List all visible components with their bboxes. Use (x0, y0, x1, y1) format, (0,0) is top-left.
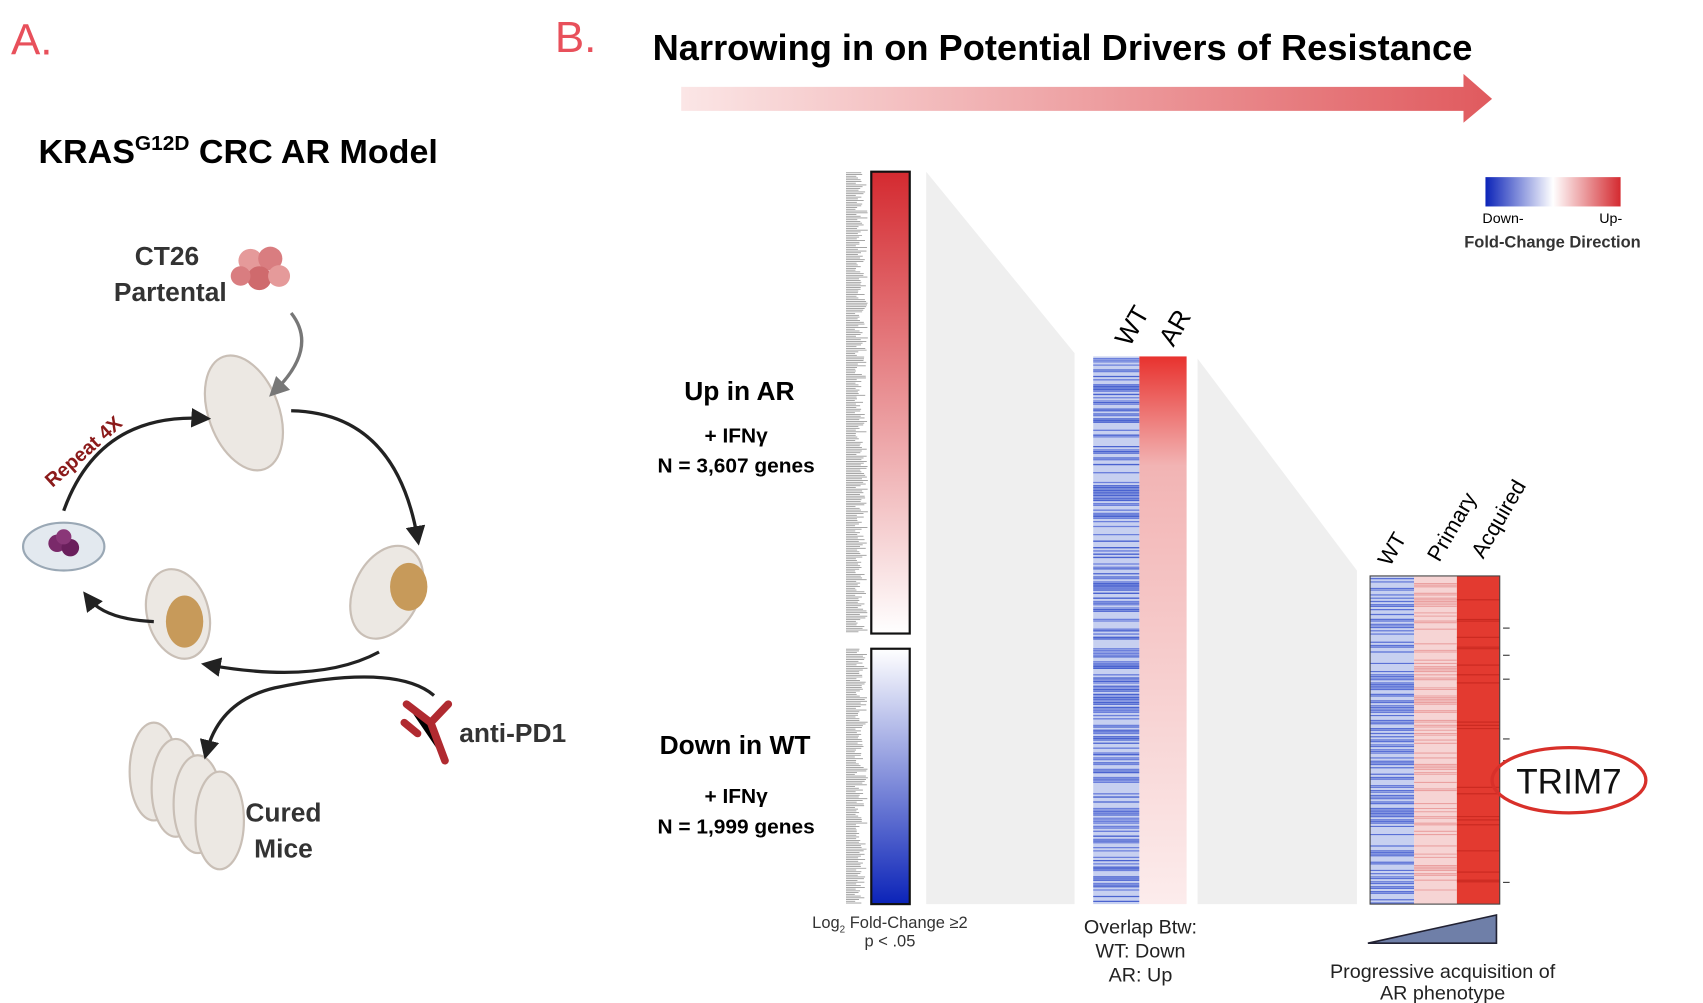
cycle-arrows (62, 311, 436, 760)
progress-arrow (681, 73, 1493, 123)
heatmap-ar (1139, 356, 1187, 905)
legend-label: Up- (1599, 211, 1622, 227)
gene-name-column (846, 172, 868, 904)
group-title: Up in AR (684, 376, 794, 406)
panel-label: A. (11, 16, 53, 65)
panel-title: Narrowing in on Potential Drivers of Res… (653, 27, 1473, 68)
filter-part: Fold-Change ≥2 (845, 914, 968, 932)
title-sup: G12D (135, 132, 190, 155)
highlight-circle (1490, 746, 1648, 815)
tumor (165, 595, 204, 648)
node-label: Partental (114, 277, 227, 307)
zoom-funnel (926, 171, 1075, 905)
antibody-icon (400, 700, 453, 765)
column-label: WT (1109, 301, 1156, 351)
mice-icons (128, 354, 425, 871)
caption: AR: Up (1109, 964, 1173, 986)
caption: Progressive acquisition of (1330, 961, 1556, 983)
group-condition: + IFNγ (705, 785, 769, 808)
highlight-gene: TRIM7 (1516, 762, 1621, 801)
group-count: N = 1,999 genes (658, 816, 815, 839)
group-title: Down in WT (660, 730, 811, 760)
caption: WT: Down (1095, 940, 1185, 962)
heatmap-up (870, 170, 911, 635)
caption: AR phenotype (1380, 983, 1505, 1003)
panel-title: KRASG12D CRC AR Model (38, 132, 437, 171)
caption: Overlap Btw: (1084, 917, 1197, 939)
heatmap-acquired (1456, 575, 1500, 905)
tumor (390, 562, 428, 611)
node-label: CT26 (135, 241, 199, 271)
node-label: anti-PD1 (459, 718, 566, 748)
cells-icon (230, 246, 291, 291)
node-label: Mice (254, 834, 313, 864)
progression-wedge (1367, 913, 1498, 945)
panel-label: B. (555, 13, 597, 62)
filter-part: Log (812, 914, 839, 932)
heatmap-stripes (1093, 357, 1140, 903)
heatmap-down (870, 647, 911, 906)
node-label: Repeat 4X (41, 412, 127, 492)
column-label: Acquired (1466, 475, 1531, 562)
column-label: AR (1153, 304, 1197, 350)
heatmap-stripes (1370, 578, 1500, 904)
dish-icon (21, 521, 106, 572)
gene-ticks (1503, 627, 1510, 883)
title-part: KRAS (38, 133, 134, 171)
legend-colorbar (1485, 177, 1621, 207)
legend-label: Down- (1482, 211, 1523, 227)
filter-label: p < .05 (865, 933, 916, 951)
zoom-funnel (1197, 358, 1357, 905)
legend-title: Fold-Change Direction (1464, 234, 1641, 252)
heatmap-border (1369, 575, 1501, 905)
filter-label: Log2 Fold-Change ≥2 (812, 914, 968, 935)
group-condition: + IFNγ (705, 424, 769, 447)
group-count: N = 3,607 genes (658, 455, 815, 478)
title-part: CRC AR Model (189, 133, 437, 171)
column-label: WT (1372, 528, 1411, 570)
node-label: Cured (245, 798, 321, 828)
filter-sub: 2 (840, 924, 845, 935)
